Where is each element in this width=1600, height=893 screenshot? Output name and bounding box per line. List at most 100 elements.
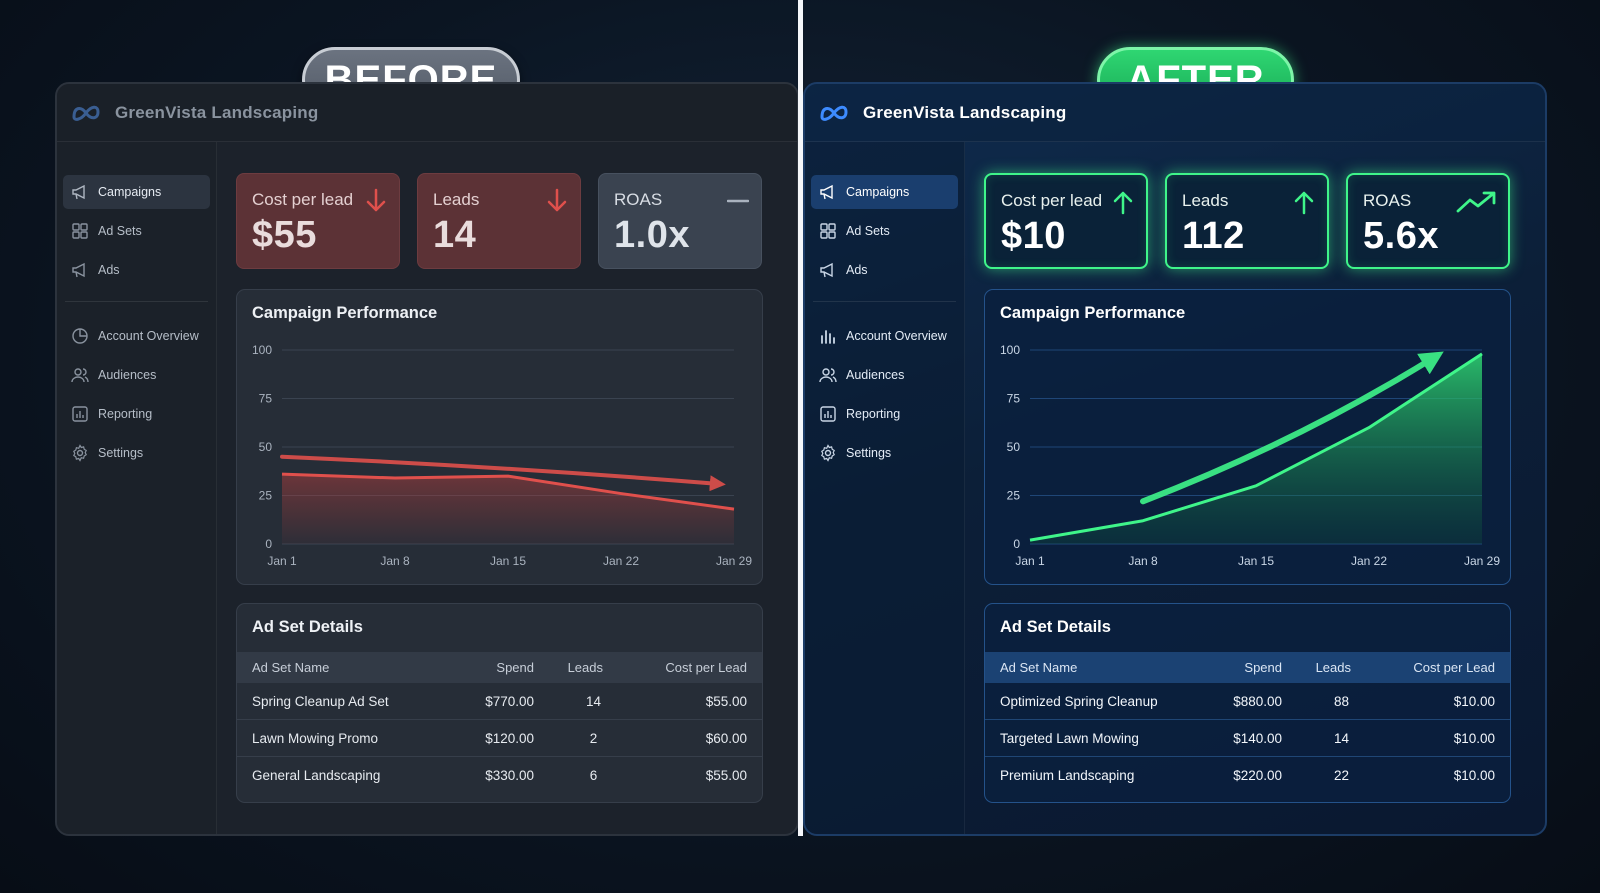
- sidebar-item-settings[interactable]: Settings: [63, 436, 210, 470]
- kpi-value: $10: [1001, 215, 1066, 257]
- ad-set-details-table: Ad Set Details Ad Set Name Spend Leads C…: [984, 603, 1511, 803]
- trend-arrow: [1140, 351, 1444, 505]
- table-header-row: Ad Set Name Spend Leads Cost per Lead: [237, 652, 762, 683]
- x-tick-label: Jan 15: [1238, 554, 1274, 568]
- table-row[interactable]: Lawn Mowing Promo $120.00 2 $60.00: [237, 720, 762, 757]
- cell-spend: $330.00: [485, 768, 534, 783]
- sidebar-item-account-overview[interactable]: Account Overview: [811, 319, 958, 353]
- sidebar-item-label: Audiences: [846, 368, 905, 382]
- sidebar-item-label: Account Overview: [846, 329, 947, 343]
- sidebar-item-account-overview[interactable]: Account Overview: [63, 319, 210, 353]
- users-icon: [71, 368, 89, 383]
- column-header[interactable]: Spend: [1244, 660, 1282, 675]
- y-tick-label: 0: [1013, 537, 1020, 551]
- meta-logo-icon: [820, 105, 848, 121]
- kpi-value: 112: [1182, 215, 1245, 257]
- megaphone-icon: [72, 262, 85, 278]
- cell-spend: $880.00: [1233, 693, 1282, 709]
- arrow-up-icon: [1113, 191, 1133, 215]
- campaign-performance-chart: Campaign Performance 0 25 50 75 100 Jan 1 Jan …: [236, 289, 763, 585]
- sidebar-item-audiences[interactable]: Audiences: [63, 358, 210, 392]
- sidebar-item-label: Ad Sets: [98, 224, 142, 238]
- arrow-up-icon: [1294, 191, 1314, 215]
- cell-spend: $770.00: [485, 693, 534, 709]
- table-row[interactable]: Optimized Spring Cleanup $880.00 88 $10.…: [985, 683, 1510, 720]
- sidebar-item-ad-sets[interactable]: Ad Sets: [811, 214, 958, 248]
- campaign-performance-chart: Campaign Performance 0 25 50 75 100 Jan 1 Jan …: [984, 289, 1511, 585]
- y-tick-label: 50: [1007, 440, 1021, 454]
- column-header[interactable]: Leads: [1315, 660, 1351, 675]
- series-area: [282, 474, 734, 544]
- x-tick-label: Jan 1: [1015, 554, 1045, 568]
- sidebar-item-campaigns[interactable]: Campaigns: [811, 175, 958, 209]
- column-header[interactable]: Cost per Lead: [665, 660, 747, 675]
- cell-ad-set-name: General Landscaping: [252, 768, 381, 783]
- series-area: [1030, 353, 1482, 544]
- dashboard-header: GreenVista Landscaping: [805, 84, 1545, 142]
- column-header[interactable]: Spend: [496, 660, 534, 675]
- sidebar-item-campaigns[interactable]: Campaigns: [63, 175, 210, 209]
- column-header[interactable]: Leads: [567, 660, 603, 675]
- kpi-value: 14: [433, 214, 477, 256]
- series-line: [281, 472, 735, 511]
- kpi-card-roas: ROAS 5.6x: [1346, 173, 1510, 269]
- bar-chart-icon: [821, 330, 835, 344]
- cell-leads: 14: [1333, 730, 1350, 746]
- column-header[interactable]: Ad Set Name: [1000, 660, 1078, 675]
- dash-icon: [727, 199, 749, 203]
- gear-icon: [821, 444, 835, 462]
- trend-arrow: [280, 454, 726, 492]
- before-after-divider: [798, 0, 803, 836]
- before-dashboard: GreenVista Landscaping Campaigns Ad Sets…: [55, 82, 799, 836]
- chart-title: Campaign Performance: [1000, 304, 1186, 322]
- sidebar: Campaigns Ad Sets Ads Account Overview A…: [805, 142, 965, 834]
- sidebar-item-label: Campaigns: [98, 185, 162, 199]
- cell-spend: $220.00: [1233, 768, 1282, 783]
- column-header[interactable]: Cost per Lead: [1413, 660, 1495, 675]
- kpi-card-cost-per-lead: Cost per lead $55: [236, 173, 400, 269]
- cell-cost-per-lead: $10.00: [1453, 693, 1495, 709]
- table-row[interactable]: Targeted Lawn Mowing $140.00 14 $10.00: [985, 720, 1510, 757]
- sidebar-item-label: Audiences: [98, 368, 157, 382]
- megaphone-icon: [820, 184, 833, 200]
- column-header[interactable]: Ad Set Name: [252, 660, 330, 675]
- sidebar: Campaigns Ad Sets Ads Account Overview A…: [57, 142, 217, 834]
- cell-cost-per-lead: $55.00: [705, 768, 747, 783]
- x-tick-label: Jan 29: [716, 554, 752, 568]
- x-tick-label: Jan 8: [380, 554, 410, 568]
- cell-leads: 6: [589, 768, 598, 783]
- kpi-label: ROAS: [1363, 191, 1412, 210]
- sidebar-item-settings[interactable]: Settings: [811, 436, 958, 470]
- grid-icon: [820, 223, 836, 239]
- sidebar-item-reporting[interactable]: Reporting: [811, 397, 958, 431]
- kpi-value: 1.0x: [614, 214, 690, 256]
- cell-leads: 88: [1333, 693, 1350, 709]
- series-line: [1029, 352, 1483, 542]
- gear-icon: [73, 444, 87, 462]
- sidebar-item-reporting[interactable]: Reporting: [63, 397, 210, 431]
- kpi-label: Leads: [433, 190, 480, 209]
- table-title: Ad Set Details: [252, 618, 363, 636]
- y-tick-label: 100: [1000, 343, 1020, 357]
- table-row[interactable]: General Landscaping $330.00 6 $55.00: [237, 757, 762, 794]
- sidebar-item-ads[interactable]: Ads: [811, 253, 958, 287]
- sidebar-item-label: Reporting: [98, 407, 153, 421]
- cell-spend: $120.00: [485, 730, 534, 746]
- bar-chart-icon: [72, 406, 88, 422]
- trending-up-icon: [1456, 191, 1496, 213]
- sidebar-item-ads[interactable]: Ads: [63, 253, 210, 287]
- sidebar-item-audiences[interactable]: Audiences: [811, 358, 958, 392]
- kpi-card-roas: ROAS 1.0x: [598, 173, 762, 269]
- x-tick-label: Jan 15: [490, 554, 526, 568]
- after-dashboard: GreenVista Landscaping Campaigns Ad Sets…: [803, 82, 1547, 836]
- y-tick-label: 75: [1007, 392, 1021, 406]
- table: Ad Set Name Spend Leads Cost per Lead Sp…: [237, 652, 762, 794]
- cell-ad-set-name: Premium Landscaping: [1000, 768, 1135, 783]
- kpi-label: Cost per lead: [252, 190, 354, 209]
- table-row[interactable]: Spring Cleanup Ad Set $770.00 14 $55.00: [237, 683, 762, 720]
- brand-name: GreenVista Landscaping: [863, 102, 1067, 122]
- x-tick-label: Jan 22: [603, 554, 639, 568]
- table-row[interactable]: Premium Landscaping $220.00 22 $10.00: [985, 757, 1510, 794]
- sidebar-item-ad-sets[interactable]: Ad Sets: [63, 214, 210, 248]
- y-tick-label: 25: [1007, 489, 1021, 503]
